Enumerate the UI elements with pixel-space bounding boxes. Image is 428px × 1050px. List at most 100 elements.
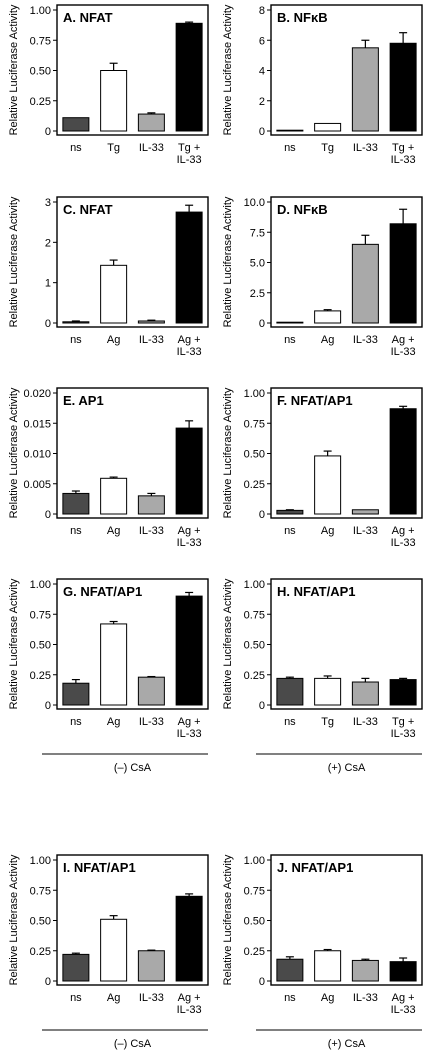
x-tick-label: IL-33	[353, 142, 378, 154]
y-tick-label: 0.50	[30, 66, 51, 78]
panel-c: C. NFAT 0 1 2 3 Relative Luciferase Activity n…	[8, 196, 209, 358]
bar	[175, 595, 203, 706]
y-axis-label: Relative Luciferase Activity	[222, 854, 234, 985]
x-tick-label: ns	[70, 142, 82, 154]
y-tick-label: 0	[259, 318, 265, 330]
y-axis-label: Relative Luciferase Activity	[222, 4, 234, 135]
y-tick-label: 0	[45, 318, 51, 330]
bar	[137, 495, 165, 515]
x-tick-label: ns	[70, 716, 82, 728]
panel-title: D. NFκB	[277, 202, 328, 217]
panel-title: B. NFκB	[277, 10, 328, 25]
y-axis-label: Relative Luciferase Activity	[8, 4, 20, 135]
x-tick-label: Tg +	[392, 716, 414, 728]
y-tick-label: 0.50	[244, 916, 265, 928]
x-tick-label: IL-33	[353, 334, 378, 346]
y-tick-label: 0	[45, 976, 51, 988]
x-tick-label: ns	[284, 142, 296, 154]
y-tick-label: 0.75	[244, 885, 265, 897]
bar	[137, 113, 165, 132]
bar	[351, 47, 379, 132]
x-tick-label: Ag	[321, 992, 334, 1004]
group-label: (–) CsA	[114, 762, 152, 774]
bar	[175, 895, 203, 982]
plot-frame	[56, 196, 209, 328]
panel-a: A. NFAT 0 0.25 0.50 0.75 1.00 Relative Lucifer…	[8, 4, 209, 166]
bar	[137, 676, 165, 706]
bar	[389, 408, 417, 515]
y-tick-label: 2.5	[250, 288, 265, 300]
y-axis-label: Relative Luciferase Activity	[222, 196, 234, 327]
y-axis-label: Relative Luciferase Activity	[8, 854, 20, 985]
bar	[62, 682, 90, 706]
group-label: (+) CsA	[328, 762, 366, 774]
x-tick-label: Ag +	[178, 992, 201, 1004]
bar	[137, 320, 165, 324]
y-tick-label: 2	[259, 96, 265, 108]
y-tick-label: 0	[45, 126, 51, 138]
bar	[62, 117, 90, 132]
y-tick-label: 0.50	[30, 916, 51, 928]
y-tick-label: 0.25	[244, 479, 265, 491]
bar	[389, 679, 417, 706]
y-tick-label: 7.5	[250, 227, 265, 239]
bar	[100, 264, 128, 324]
y-tick-label: 0.50	[30, 640, 51, 652]
x-tick-label: Ag +	[178, 525, 201, 537]
group-label: (–) CsA	[114, 1038, 152, 1050]
x-tick-label: ns	[284, 525, 296, 537]
y-tick-label: 8	[259, 5, 265, 17]
bar	[62, 321, 90, 324]
y-tick-label: 0	[45, 509, 51, 521]
y-axis-label: Relative Luciferase Activity	[8, 196, 20, 327]
x-tick-label: IL-33	[391, 537, 416, 549]
x-tick-label: ns	[284, 716, 296, 728]
panel-title: H. NFAT/AP1	[277, 584, 356, 599]
x-tick-label: ns	[70, 334, 82, 346]
y-tick-label: 0.75	[30, 885, 51, 897]
x-tick-label: ns	[70, 525, 82, 537]
bar	[62, 492, 90, 515]
bar	[62, 953, 90, 982]
panel-f: F. NFAT/AP1 0 0.25 0.50 0.75 1.00 Relative Luc…	[222, 387, 423, 549]
bar	[276, 321, 304, 324]
panel-i: I. NFAT/AP1 0 0.25 0.50 0.75 1.00 Relative Luc…	[8, 854, 209, 1050]
panel-g: G. NFAT/AP1 0 0.25 0.50 0.75 1.00 Relative Luc…	[8, 578, 209, 774]
y-tick-label: 1.00	[30, 5, 51, 17]
x-tick-label: IL-33	[139, 525, 164, 537]
x-tick-label: ns	[284, 334, 296, 346]
y-tick-label: 1.00	[244, 388, 265, 400]
panel-title: J. NFAT/AP1	[277, 860, 353, 875]
panel-b: B. NFκB 0 2 4 6 8 Relative Luciferase Activity…	[222, 4, 423, 166]
y-tick-label: 1.00	[244, 855, 265, 867]
y-tick-label: 0.75	[30, 609, 51, 621]
y-tick-label: 0.50	[244, 449, 265, 461]
x-tick-label: IL-33	[177, 537, 202, 549]
bar	[175, 427, 203, 515]
y-axis-label: Relative Luciferase Activity	[222, 387, 234, 518]
x-tick-label: Tg +	[178, 142, 200, 154]
bar	[276, 129, 304, 132]
bar	[276, 958, 304, 982]
x-tick-label: IL-33	[353, 992, 378, 1004]
y-tick-label: 0.010	[23, 449, 51, 461]
x-tick-label: IL-33	[353, 525, 378, 537]
y-tick-label: 1.00	[244, 579, 265, 591]
x-tick-label: IL-33	[139, 142, 164, 154]
y-tick-label: 2	[45, 237, 51, 249]
x-tick-label: ns	[284, 992, 296, 1004]
y-tick-label: 0.25	[30, 96, 51, 108]
y-axis-label: Relative Luciferase Activity	[222, 578, 234, 709]
panel-title: I. NFAT/AP1	[63, 860, 136, 875]
panel-j: J. NFAT/AP1 0 0.25 0.50 0.75 1.00 Relative Luc…	[222, 854, 423, 1050]
y-tick-label: 0.50	[244, 640, 265, 652]
x-tick-label: Ag +	[392, 992, 415, 1004]
x-tick-label: IL-33	[139, 716, 164, 728]
y-tick-label: 0.020	[23, 388, 51, 400]
bar	[389, 223, 417, 324]
y-tick-label: 1.00	[30, 855, 51, 867]
bar	[137, 950, 165, 982]
x-tick-label: Tg +	[392, 142, 414, 154]
y-axis-label: Relative Luciferase Activity	[8, 387, 20, 518]
y-tick-label: 0.25	[30, 946, 51, 958]
